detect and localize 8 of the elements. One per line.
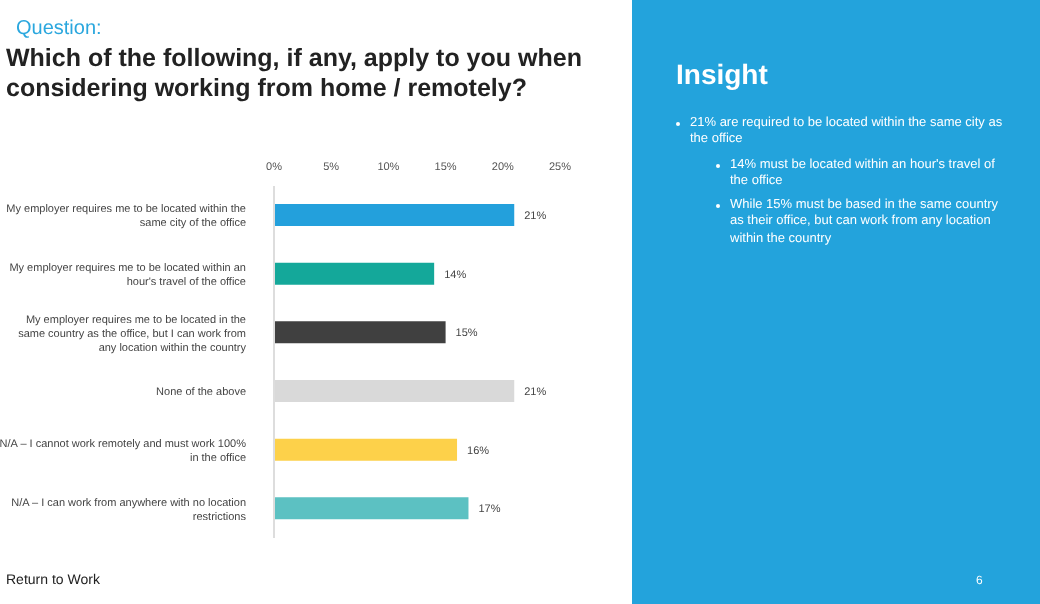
bar	[274, 204, 515, 226]
bar	[274, 262, 435, 285]
text: Insight	[676, 56, 768, 93]
bar	[274, 321, 446, 344]
bar	[274, 497, 469, 520]
text: Question:	[16, 16, 102, 42]
chart-title: Which of the following, if any, apply to you when considering working from home / remotely?	[6, 44, 584, 104]
bar	[274, 438, 458, 461]
